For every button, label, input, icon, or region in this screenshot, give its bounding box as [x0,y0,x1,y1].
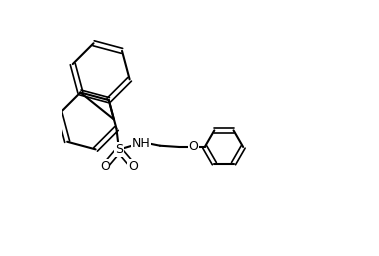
Text: O: O [128,160,138,173]
Text: O: O [188,141,198,154]
Text: O: O [100,160,110,173]
Text: S: S [115,143,123,156]
Text: NH: NH [132,137,150,150]
